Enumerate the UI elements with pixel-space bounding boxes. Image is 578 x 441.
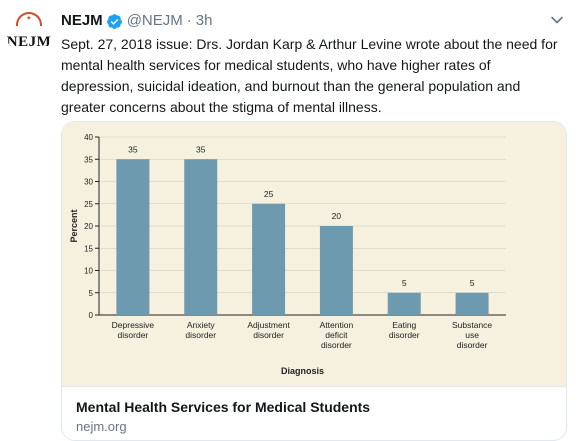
category-label: Anxiety xyxy=(187,320,216,330)
bar xyxy=(455,292,489,315)
category-label: Adjustment xyxy=(247,320,290,330)
card-footer[interactable]: Mental Health Services for Medical Stude… xyxy=(62,386,566,440)
timestamp[interactable]: 3h xyxy=(195,12,213,29)
card-domain: nejm.org xyxy=(76,419,127,434)
data-label: 5 xyxy=(402,278,407,288)
seal-icon xyxy=(16,12,42,26)
verified-badge-icon xyxy=(106,13,122,29)
chevron-down-icon[interactable] xyxy=(549,12,565,28)
y-tick-label: 10 xyxy=(84,267,93,276)
bar xyxy=(116,159,150,315)
y-axis-title: Percent xyxy=(69,209,79,242)
bar xyxy=(184,159,218,315)
avatar[interactable]: ✦ NEJM xyxy=(6,10,52,56)
category-label: Eating xyxy=(392,320,416,330)
category-label: deficit xyxy=(325,330,348,340)
category-label: disorder xyxy=(389,330,420,340)
tweet-header: NEJM @NEJM · 3h xyxy=(61,12,212,30)
category-label: disorder xyxy=(185,330,216,340)
category-label: disorder xyxy=(457,340,488,350)
data-label: 35 xyxy=(196,144,206,154)
data-label: 5 xyxy=(470,278,475,288)
category-label: disorder xyxy=(253,330,284,340)
category-label: Depressive xyxy=(112,320,155,330)
data-label: 25 xyxy=(264,189,274,199)
category-label: disorder xyxy=(118,330,149,340)
bar xyxy=(387,292,421,315)
y-tick-label: 35 xyxy=(84,155,93,164)
tweet-text: Sept. 27, 2018 issue: Drs. Jordan Karp &… xyxy=(61,36,558,115)
data-label: 20 xyxy=(332,211,342,221)
y-tick-label: 30 xyxy=(84,178,93,187)
category-label: use xyxy=(465,330,479,340)
bar xyxy=(319,226,353,315)
avatar-wordmark: NEJM xyxy=(6,34,52,50)
y-tick-label: 0 xyxy=(89,311,94,320)
category-label: Substance xyxy=(452,320,492,330)
y-tick-label: 5 xyxy=(89,289,94,298)
y-tick-label: 40 xyxy=(84,133,93,142)
seal-text: ✦ xyxy=(26,16,32,22)
card-image: 0 5 10 15 20 25 30 35 40 35 Depressive disorder 35 An… xyxy=(62,122,566,386)
y-tick-label: 15 xyxy=(84,244,93,253)
bar xyxy=(252,203,286,315)
separator: · xyxy=(186,12,192,29)
y-tick-label: 20 xyxy=(84,222,93,231)
y-tick-label: 25 xyxy=(84,200,93,209)
category-label: disorder xyxy=(321,340,352,350)
category-label: Attention xyxy=(320,320,354,330)
x-axis-title: Diagnosis xyxy=(281,366,324,376)
data-label: 35 xyxy=(128,144,138,154)
author-name[interactable]: NEJM xyxy=(61,12,103,29)
card-title[interactable]: Mental Health Services for Medical Stude… xyxy=(76,399,371,415)
bar-chart: 051015202530354035Depressivedisorder35An… xyxy=(69,133,506,376)
link-card[interactable]: 0 5 10 15 20 25 30 35 40 35 Depressive disorder 35 An… xyxy=(61,121,567,441)
author-handle[interactable]: @NEJM xyxy=(126,12,183,29)
